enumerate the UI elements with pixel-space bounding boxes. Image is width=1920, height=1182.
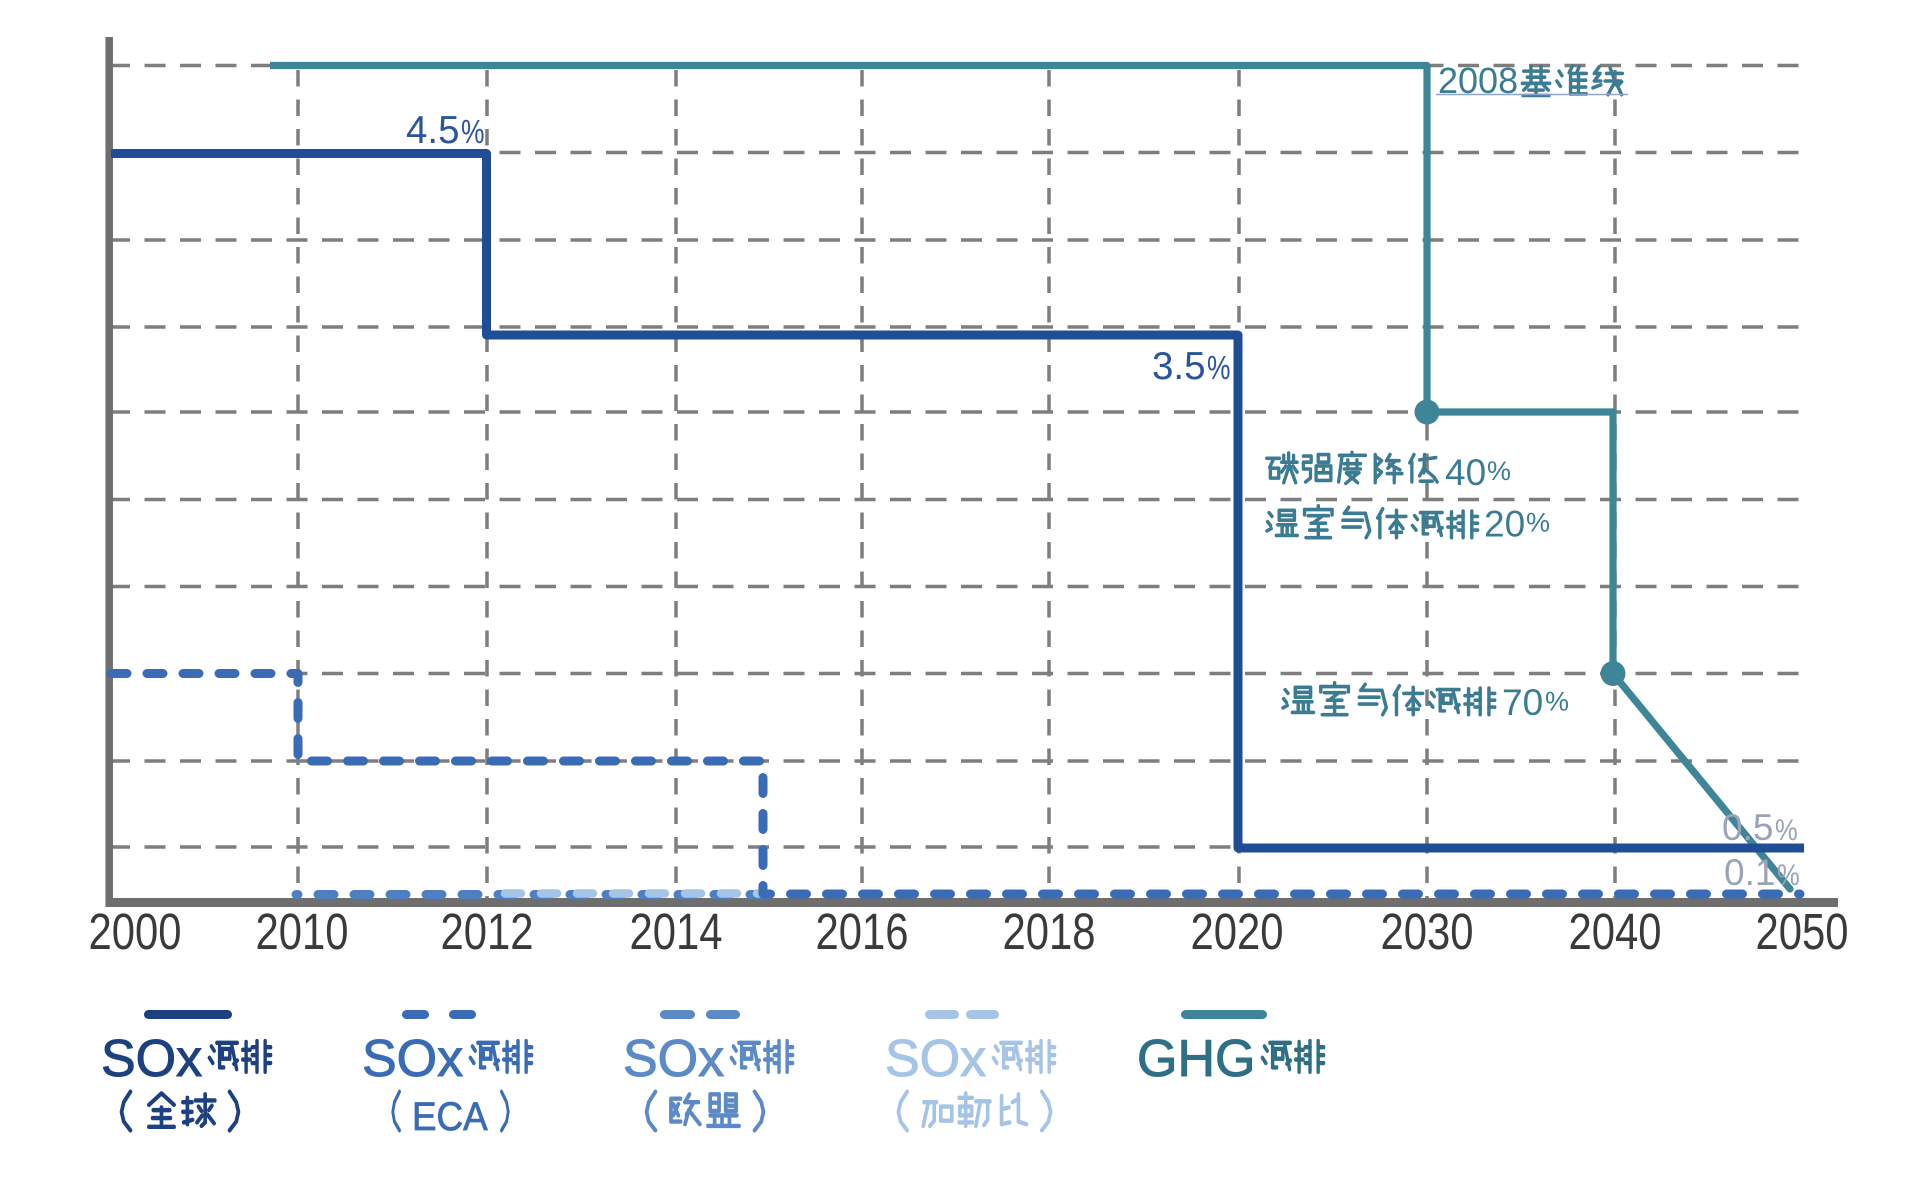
svg-text:ECA: ECA bbox=[412, 1095, 488, 1140]
svg-text:3.5: 3.5 bbox=[1152, 345, 1206, 388]
svg-text:0.1: 0.1 bbox=[1724, 852, 1775, 893]
svg-text:%: % bbox=[461, 114, 484, 150]
svg-text:SOx: SOx bbox=[362, 1030, 463, 1088]
svg-text:2000: 2000 bbox=[88, 903, 181, 960]
svg-text:%: % bbox=[1775, 813, 1798, 846]
svg-text:0.5: 0.5 bbox=[1722, 807, 1773, 848]
svg-text:SOx: SOx bbox=[885, 1030, 986, 1088]
svg-text:4.5: 4.5 bbox=[406, 109, 460, 152]
svg-text:%: % bbox=[1526, 508, 1550, 538]
svg-text:2030: 2030 bbox=[1380, 903, 1473, 960]
svg-text:%: % bbox=[1777, 858, 1800, 891]
svg-text:20: 20 bbox=[1484, 504, 1525, 545]
svg-text:70: 70 bbox=[1502, 682, 1543, 723]
svg-text:%: % bbox=[1545, 687, 1569, 717]
svg-text:GHG: GHG bbox=[1137, 1030, 1255, 1088]
svg-text:SOx: SOx bbox=[101, 1030, 202, 1088]
svg-text:2016: 2016 bbox=[815, 903, 908, 960]
svg-text:2018: 2018 bbox=[1002, 903, 1095, 960]
svg-text:2050: 2050 bbox=[1755, 903, 1848, 960]
svg-text:%: % bbox=[1207, 350, 1230, 386]
svg-text:2014: 2014 bbox=[629, 903, 722, 960]
svg-text:%: % bbox=[1487, 456, 1511, 486]
svg-text:2010: 2010 bbox=[255, 903, 348, 960]
svg-text:2012: 2012 bbox=[440, 903, 533, 960]
svg-text:2020: 2020 bbox=[1190, 903, 1283, 960]
svg-text:SOx: SOx bbox=[623, 1030, 724, 1088]
svg-text:2040: 2040 bbox=[1568, 903, 1661, 960]
svg-text:40: 40 bbox=[1445, 452, 1486, 493]
